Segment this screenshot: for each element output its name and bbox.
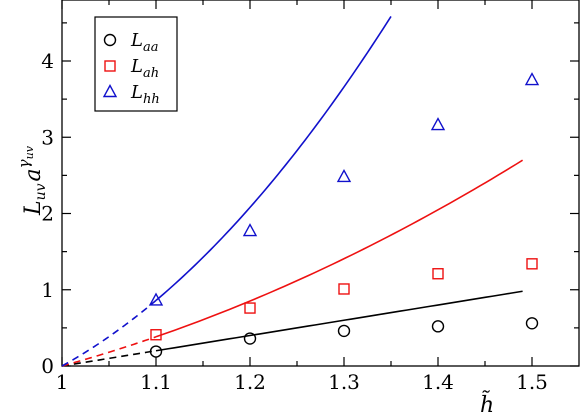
data-point	[432, 268, 444, 280]
data-point	[242, 223, 258, 237]
y-tick-label: 4	[41, 49, 54, 73]
data-markers	[148, 72, 540, 358]
fit-curve-solid	[155, 290, 523, 352]
legend-label: Lhh	[130, 82, 160, 107]
data-point	[336, 168, 352, 183]
y-label-a: a	[21, 168, 46, 181]
data-point	[150, 329, 162, 341]
legend-label: Lah	[130, 56, 159, 81]
y-label-exp: γ	[15, 159, 33, 168]
x-tick-label: 1.2	[234, 370, 266, 394]
legend-box	[94, 16, 178, 112]
x-tick-label: 1	[56, 370, 69, 394]
fit-curve-dashed	[61, 299, 157, 367]
y-tick-label: 3	[41, 125, 54, 149]
data-point	[149, 345, 163, 358]
data-point	[430, 117, 446, 131]
x-tick-label: 1.4	[422, 370, 454, 394]
data-point	[243, 332, 257, 345]
x-tick-label: 1.3	[328, 370, 360, 394]
x-axis-label: h̃	[480, 391, 494, 418]
y-label-base: L	[21, 200, 46, 216]
data-point	[337, 324, 351, 338]
x-tick-label: 1.1	[140, 370, 172, 394]
data-point	[525, 317, 539, 330]
data-point	[148, 292, 164, 306]
legend-marker	[103, 33, 117, 47]
y-axis-label: Luvaγuv	[15, 145, 49, 216]
x-tick-label: 1.5	[516, 370, 548, 394]
data-point	[338, 283, 350, 295]
data-point	[244, 302, 256, 314]
legend-marker	[104, 60, 116, 72]
legend-marker	[102, 84, 118, 98]
svg-text:Luvaγuv: Luvaγuv	[15, 145, 49, 216]
data-point	[524, 72, 540, 86]
y-tick-label: 2	[41, 202, 54, 226]
fit-curves	[61, 15, 524, 367]
data-point	[431, 320, 445, 333]
fit-curve-dashed	[61, 349, 157, 367]
y-label-exp-sub: uv	[23, 145, 36, 159]
fit-curve-dashed	[61, 336, 157, 367]
y-tick-label: 1	[41, 278, 54, 302]
data-point	[526, 258, 538, 270]
y-label-sub: uv	[33, 183, 49, 200]
fit-curve-solid	[155, 159, 524, 338]
y-tick-label: 0	[41, 354, 54, 378]
legend-label: Laa	[130, 30, 158, 55]
fit-curve-solid	[155, 15, 392, 302]
plot-frame	[61, 0, 580, 367]
